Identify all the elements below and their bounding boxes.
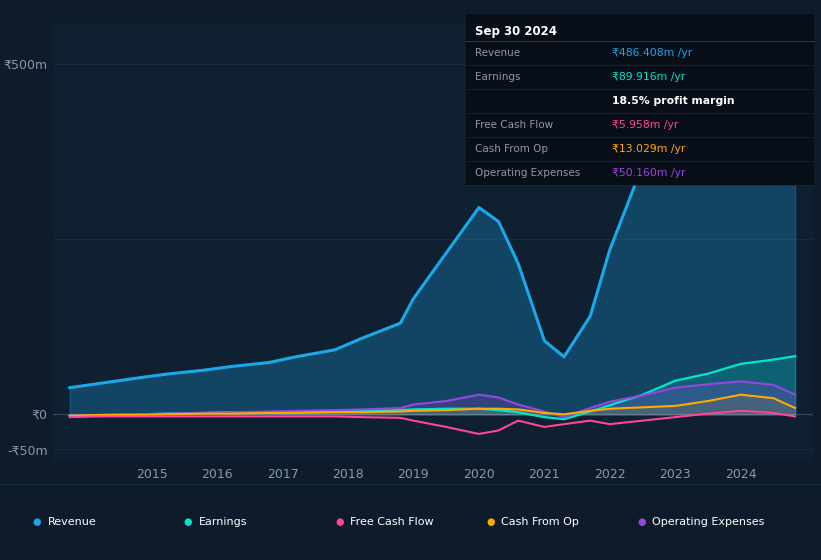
Text: ₹50.160m /yr: ₹50.160m /yr — [612, 169, 686, 178]
Text: ₹13.029m /yr: ₹13.029m /yr — [612, 144, 686, 154]
Text: 18.5% profit margin: 18.5% profit margin — [612, 96, 735, 106]
Text: ●: ● — [486, 517, 494, 528]
Text: Earnings: Earnings — [475, 72, 520, 82]
Text: ₹89.916m /yr: ₹89.916m /yr — [612, 72, 686, 82]
Text: ●: ● — [335, 517, 343, 528]
Text: Free Cash Flow: Free Cash Flow — [350, 517, 433, 528]
Text: Cash From Op: Cash From Op — [475, 144, 548, 154]
Text: Revenue: Revenue — [475, 48, 520, 58]
Text: Free Cash Flow: Free Cash Flow — [475, 120, 553, 130]
Text: Operating Expenses: Operating Expenses — [475, 169, 580, 178]
Text: Revenue: Revenue — [48, 517, 96, 528]
Text: ●: ● — [33, 517, 41, 528]
Text: Earnings: Earnings — [199, 517, 247, 528]
Text: Sep 30 2024: Sep 30 2024 — [475, 25, 557, 39]
Text: ₹486.408m /yr: ₹486.408m /yr — [612, 48, 693, 58]
Text: Operating Expenses: Operating Expenses — [652, 517, 764, 528]
Text: ₹5.958m /yr: ₹5.958m /yr — [612, 120, 679, 130]
Text: ●: ● — [637, 517, 645, 528]
Text: Cash From Op: Cash From Op — [501, 517, 579, 528]
Text: ●: ● — [184, 517, 192, 528]
